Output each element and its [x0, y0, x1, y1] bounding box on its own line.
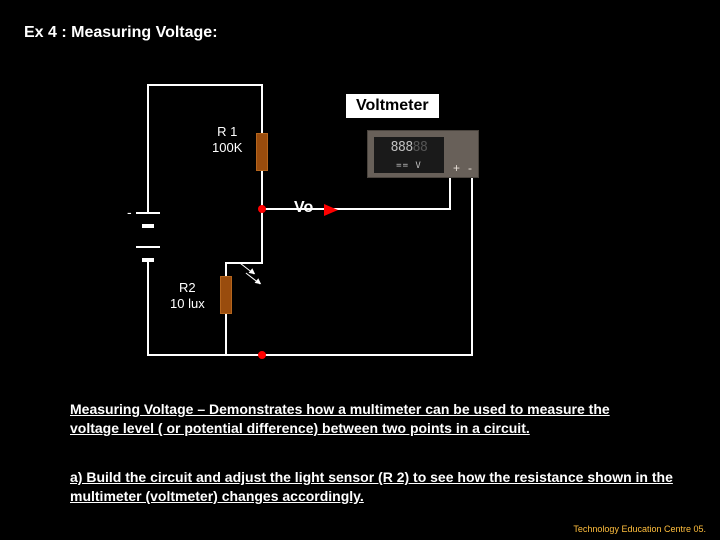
paragraph-task-a: a) Build the circuit and adjust the ligh… [70, 468, 680, 506]
wire-r2-bot [225, 314, 227, 356]
wire-r2-join [225, 354, 227, 356]
wire-vo-down [261, 208, 263, 264]
r2-name: R2 [170, 280, 205, 296]
r1-name: R 1 [212, 124, 242, 140]
wire-r2-top [225, 262, 227, 276]
r2-value: 10 lux [170, 296, 205, 312]
node-vo-bottom [258, 351, 266, 359]
page-title: Ex 4 : Measuring Voltage: [24, 24, 218, 42]
voltmeter-digits-main: 888 [391, 140, 413, 155]
r2-ldr [220, 276, 232, 314]
wire-top-left [147, 84, 263, 86]
battery-plate-long-bot [136, 246, 160, 248]
voltmeter-screen: 88888 == V [374, 137, 444, 173]
voltmeter-unit: == V [374, 157, 444, 175]
voltmeter-terminal-plus: + [453, 161, 460, 175]
slide-root: Ex 4 : Measuring Voltage: Voltmeter R 1 … [0, 0, 720, 540]
r1-resistor [256, 133, 268, 171]
voltmeter-digits-dim: 88 [413, 140, 428, 155]
voltmeter-terminal-minus: - [468, 161, 472, 175]
wire-vo-to-meter [261, 208, 451, 210]
node-vo-top [258, 205, 266, 213]
r1-label: R 1 100K [212, 124, 242, 157]
battery-polarity-minus: - [127, 204, 132, 220]
wire-left-lower [147, 262, 149, 356]
wire-meter-plus-stub [449, 178, 451, 210]
voltmeter-title: Voltmeter [346, 94, 439, 118]
voltmeter-digits: 88888 [374, 139, 444, 157]
wire-left-upper [147, 84, 149, 212]
wire-r1-top [261, 84, 263, 133]
footer-credit: Technology Education Centre 05. [573, 524, 706, 534]
battery-plate-short-top [142, 224, 154, 228]
r2-label: R2 10 lux [170, 280, 205, 313]
vo-arrow-icon [324, 204, 338, 216]
battery-plate-long-top [136, 212, 160, 214]
wire-bottom-rail [147, 354, 473, 356]
r1-value: 100K [212, 140, 242, 156]
wire-to-r2-top-h [225, 262, 263, 264]
voltmeter-body: 88888 == V + - [367, 130, 479, 178]
paragraph-intro: Measuring Voltage – Demonstrates how a m… [70, 400, 660, 438]
wire-meter-minus-down [471, 178, 473, 356]
